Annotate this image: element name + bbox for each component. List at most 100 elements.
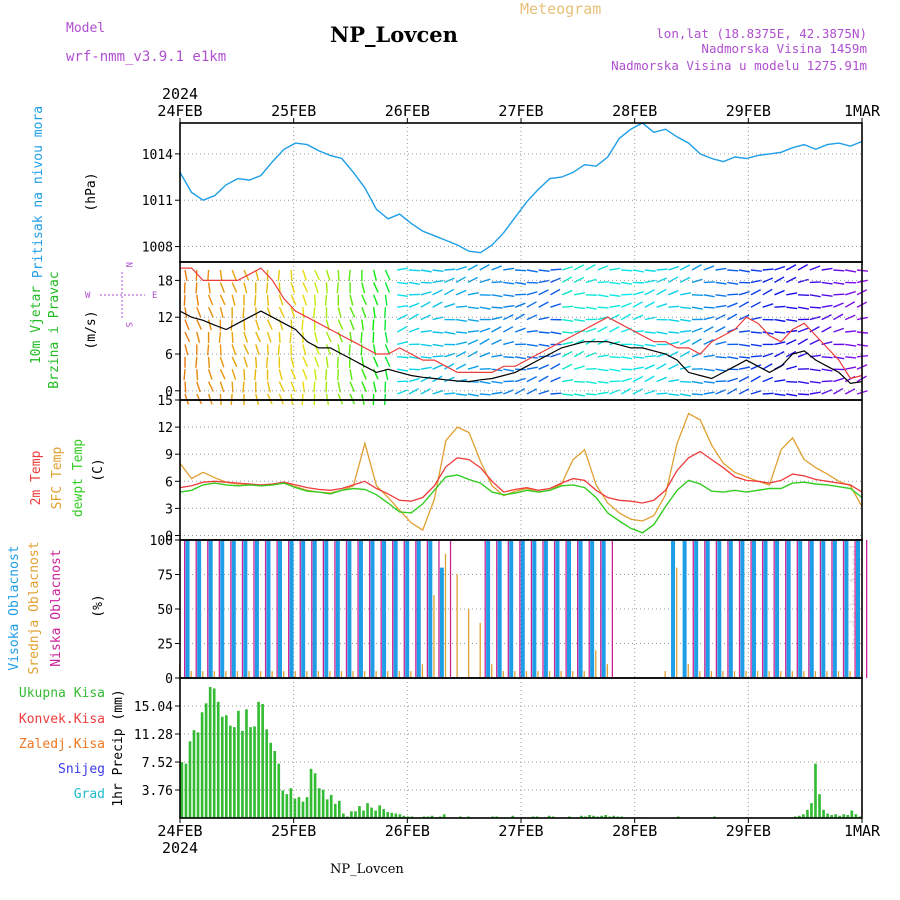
wind-barb xyxy=(609,304,621,308)
cloud-axis-title-low: Niska Oblacnost xyxy=(49,549,64,666)
wind-barb xyxy=(668,363,679,370)
cloud-bar xyxy=(382,540,387,678)
cloud-bar xyxy=(854,540,856,678)
wind-barb xyxy=(585,327,597,333)
cloud-bar xyxy=(705,540,710,678)
cloud-bar xyxy=(486,540,491,678)
cloud-bar xyxy=(439,567,444,678)
cloud-bar xyxy=(213,671,215,678)
wind-barb xyxy=(290,356,295,368)
cloud-bar xyxy=(826,671,828,678)
precip-bar xyxy=(386,812,390,818)
wind-barb xyxy=(821,281,833,285)
wind-barb xyxy=(514,387,526,395)
y-tick-label: 11.28 xyxy=(134,728,173,743)
wind-barb xyxy=(538,331,550,334)
cloud-bar xyxy=(218,540,220,678)
wind-barb xyxy=(444,376,455,383)
wind-barb xyxy=(207,356,211,368)
wind-barb xyxy=(302,368,308,380)
wind-barb xyxy=(561,351,573,358)
cloud-bar xyxy=(849,671,851,678)
cloud-bar xyxy=(578,540,583,678)
wind-barb xyxy=(432,269,444,273)
cloud-bar xyxy=(866,540,868,678)
cloud-bar xyxy=(363,671,366,678)
wind-barb xyxy=(408,388,419,395)
compass-north: N xyxy=(123,262,133,267)
wind-barb xyxy=(219,381,225,393)
cloud-bar xyxy=(387,671,389,678)
wind-barb xyxy=(727,269,739,272)
cloud-bar xyxy=(322,540,325,678)
wind-barb xyxy=(503,281,515,285)
wind-barb xyxy=(184,269,188,281)
model-label: Model xyxy=(66,21,106,36)
cloud-bar xyxy=(560,671,562,678)
y-tick-label: 9 xyxy=(165,448,173,463)
cloud-bar xyxy=(856,540,860,678)
precip-bar xyxy=(313,773,317,818)
precip-bar xyxy=(277,763,281,818)
wind-barb xyxy=(349,306,356,318)
cloud-bar xyxy=(525,671,528,678)
precip-bar xyxy=(830,815,833,818)
wind-barb xyxy=(750,289,761,296)
wind-barb xyxy=(821,314,832,321)
precip-legend-0: Ukupna Kisa xyxy=(19,686,105,701)
wind-barb xyxy=(738,375,750,383)
cloud-bar xyxy=(253,540,255,678)
wind-barb xyxy=(243,319,246,331)
wind-barb xyxy=(597,380,609,384)
wind-barb xyxy=(231,331,234,344)
wind-barb xyxy=(538,269,550,272)
wind-barb xyxy=(785,339,797,346)
wind-barb xyxy=(325,331,332,343)
cloud-bar xyxy=(357,540,359,678)
wind-barb xyxy=(644,364,656,370)
wind-barb xyxy=(503,380,515,383)
wind-barb xyxy=(597,354,609,358)
wind-barb xyxy=(348,269,351,282)
wind-barb xyxy=(491,326,502,333)
x-tick-label-top: 27FEB xyxy=(498,102,543,120)
cloud-bar xyxy=(809,540,814,678)
wind-barb xyxy=(266,393,273,405)
wind-barb xyxy=(254,294,257,306)
wind-barb xyxy=(184,307,188,319)
wind-barb xyxy=(196,294,199,306)
wind-barb xyxy=(668,318,680,323)
wind-barb xyxy=(290,282,296,294)
cloud-bar xyxy=(264,540,267,678)
wind-barb xyxy=(491,354,503,358)
wind-barb xyxy=(255,319,260,331)
wind-barb xyxy=(762,277,774,284)
precip-bar xyxy=(216,701,220,818)
wind-barb xyxy=(255,344,260,356)
wind-barb xyxy=(396,314,408,321)
cloud-bar xyxy=(514,671,516,678)
wind-barb xyxy=(420,301,431,308)
wind-barb xyxy=(242,381,245,393)
wind-barb xyxy=(538,301,549,308)
wind-barb xyxy=(797,327,809,333)
wind-barb xyxy=(184,381,187,393)
2m-temp-line xyxy=(179,450,863,504)
wind-barb xyxy=(774,331,786,334)
cloud-bar xyxy=(426,540,429,678)
precip-legend-1: Konvek.Kisa xyxy=(19,712,105,727)
wind-barb xyxy=(503,368,515,372)
wind-barb xyxy=(786,393,798,397)
wind-barb xyxy=(621,356,633,360)
x-tick-label-top: 25FEB xyxy=(271,102,316,120)
cloud-bar xyxy=(358,540,363,678)
pressure-axis-unit: (hPa) xyxy=(84,172,99,211)
wind-barb xyxy=(526,375,538,383)
cloud-bar xyxy=(243,540,248,678)
wind-barb xyxy=(384,344,391,355)
wind-barb xyxy=(479,393,491,396)
cloud-bar xyxy=(444,553,447,678)
precip-bar xyxy=(838,815,842,818)
cloud-bar xyxy=(750,540,752,678)
wind-barb xyxy=(597,326,608,333)
